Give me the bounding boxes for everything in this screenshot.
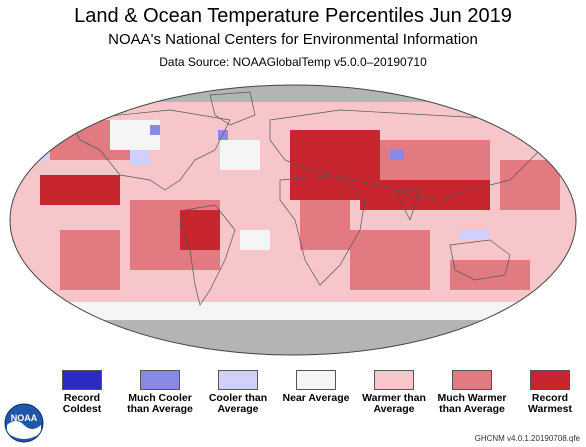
legend-item: Much Warmer than Average [435, 370, 509, 415]
legend-swatch [218, 370, 258, 390]
legend-label: Record Coldest [62, 392, 102, 415]
map-subtitle: NOAA's National Centers for Environmenta… [108, 31, 478, 48]
svg-text:NOAA: NOAA [11, 413, 38, 423]
anomaly-cells [20, 120, 560, 290]
legend-item: Record Coldest [45, 370, 119, 415]
legend-swatch [452, 370, 492, 390]
legend-item: Record Warmest [513, 370, 586, 415]
legend-item: Much Cooler than Average [123, 370, 197, 415]
legend-item: Cooler than Average [201, 370, 275, 415]
legend-swatch [530, 370, 570, 390]
legend-swatch [140, 370, 180, 390]
legend-swatch [296, 370, 336, 390]
legend-label: Warmer than Average [362, 392, 426, 415]
legend-label: Near Average [282, 392, 350, 404]
arctic-no-data [10, 85, 576, 102]
southern-ocean-near-average [40, 302, 540, 320]
data-source: Data Source: NOAAGlobalTemp v5.0.0–20190… [159, 55, 427, 69]
continent-outlines [69, 91, 541, 306]
antarctic-no-data [10, 320, 576, 355]
version-footer: GHCNM v4.0.1.20190708.qfe [474, 434, 580, 443]
legend-swatch [374, 370, 414, 390]
legend-label: Much Warmer than Average [437, 392, 507, 415]
legend-swatch [62, 370, 102, 390]
map-title: Land & Ocean Temperature Percentiles Jun… [74, 5, 512, 27]
legend-label: Record Warmest [528, 392, 572, 415]
map-border [9, 84, 577, 356]
legend-item: Near Average [279, 370, 353, 404]
legend-item: Warmer than Average [357, 370, 431, 415]
world-temperature-map [9, 84, 577, 356]
noaa-logo: NOAA [4, 403, 44, 443]
legend-label: Much Cooler than Average [127, 392, 193, 415]
legend-label: Cooler than Average [208, 392, 268, 415]
